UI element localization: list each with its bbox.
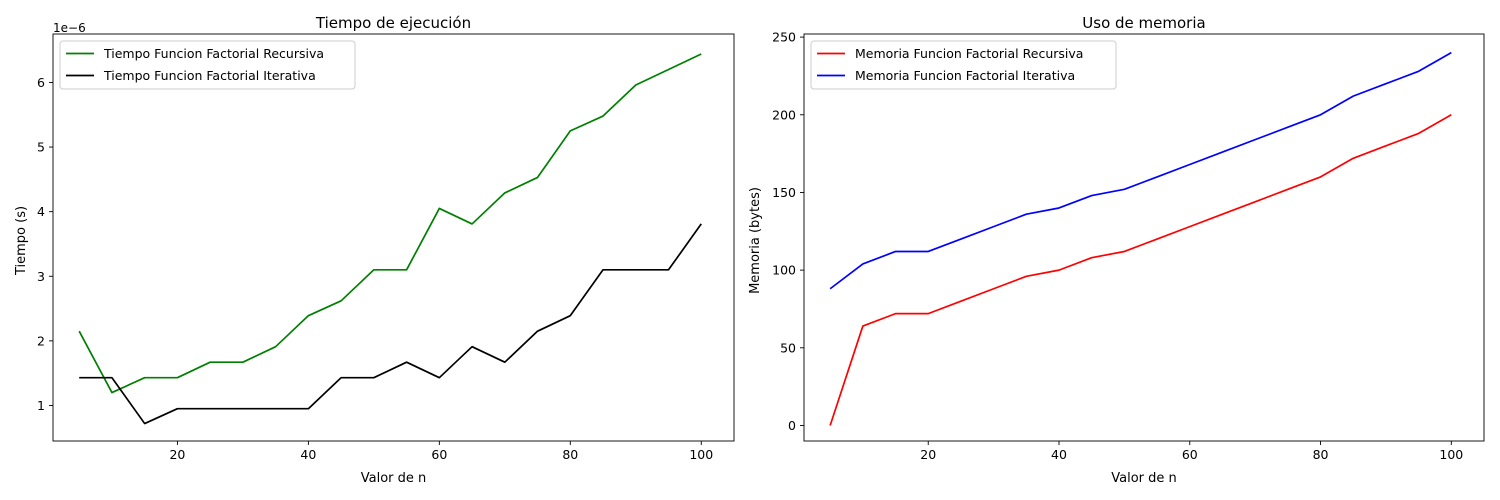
y-tick-label: 6 (37, 75, 45, 90)
y-tick-label: 0 (788, 418, 796, 433)
series-line-0 (78, 53, 702, 394)
x-tick-label: 80 (1313, 447, 1329, 462)
legend-entry: Tiempo Funcion Factorial Recursiva (103, 46, 324, 61)
chart-title: Uso de memoria (1082, 14, 1205, 32)
legend-entry: Memoria Funcion Factorial Iterativa (855, 68, 1075, 83)
legend-box (59, 40, 356, 90)
axes-frame (803, 33, 1485, 442)
x-tick-label: 60 (431, 447, 447, 462)
x-tick-label: 60 (1182, 447, 1198, 462)
series-line-1 (79, 223, 702, 425)
x-tick-label: 100 (1439, 447, 1463, 462)
x-tick-label: 20 (920, 447, 936, 462)
y-tick-label: 1 (37, 398, 45, 413)
y-axis-label: Memoria (bytes) (748, 187, 763, 294)
legend-box (810, 40, 1117, 90)
series-line-0 (829, 114, 1452, 426)
plot-area: 20 40 60 80 100 1 2 3 4 5 6 (37, 33, 735, 462)
legend-entry: Tiempo Funcion Factorial Iterativa (103, 68, 316, 83)
y-axis-label: Tiempo (s) (14, 206, 29, 276)
chart-title: Tiempo de ejecución (315, 14, 471, 32)
legend-entry: Memoria Funcion Factorial Recursiva (855, 46, 1083, 61)
x-tick-label: 40 (1051, 447, 1067, 462)
chart-memory-usage: Uso de memoria Valor de n Memoria (bytes… (748, 14, 1485, 486)
axes-frame (52, 33, 735, 442)
x-tick-label: 40 (300, 447, 316, 462)
y-tick-label: 2 (37, 333, 45, 348)
y-tick-label: 150 (772, 185, 796, 200)
y-tick-label: 250 (772, 30, 796, 45)
y-tick-label: 200 (772, 107, 796, 122)
series-line-1 (829, 51, 1452, 290)
x-tick-label: 20 (169, 447, 185, 462)
plot-area: 20 40 60 80 100 0 50 100 150 200 250 (772, 30, 1485, 462)
legend: Tiempo Funcion Factorial Recursiva Tiempo… (59, 40, 356, 90)
y-tick-label: 3 (37, 269, 45, 284)
x-tick-label: 80 (562, 447, 578, 462)
chart-execution-time: Tiempo de ejecución 1e−6 Valor de n Tiem… (14, 14, 735, 486)
y-tick-label: 50 (780, 340, 796, 355)
x-tick-label: 100 (689, 447, 713, 462)
y-tick-label: 100 (772, 263, 796, 278)
x-axis-label: Valor de n (361, 471, 427, 486)
y-axis-offset-label: 1e−6 (53, 21, 86, 35)
legend: Memoria Funcion Factorial Recursiva Memor… (810, 40, 1117, 90)
y-tick-label: 4 (37, 204, 45, 219)
x-axis-label: Valor de n (1111, 471, 1177, 486)
y-tick-label: 5 (37, 140, 45, 155)
